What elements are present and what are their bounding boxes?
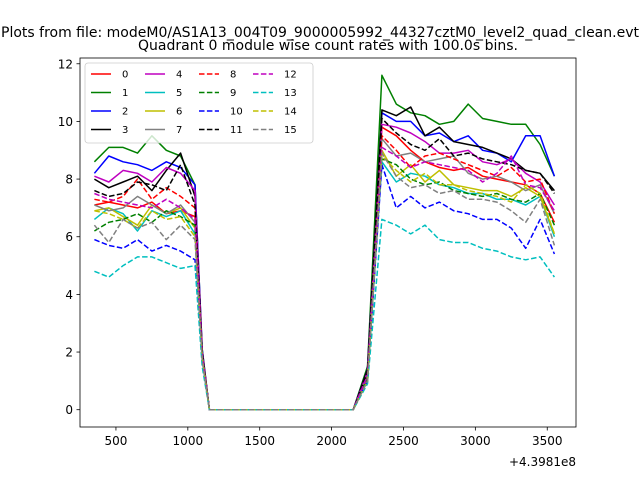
series-line-5 <box>93 161 556 411</box>
legend-label-7: 7 <box>176 125 182 136</box>
legend-label-15: 15 <box>284 125 297 136</box>
series-line-7 <box>94 137 556 411</box>
x-tick-label: 2500 <box>388 434 419 448</box>
legend-label-5: 5 <box>176 88 182 99</box>
series-line-13 <box>94 218 556 411</box>
series-line-14 <box>94 155 556 411</box>
x-tick-label: 1000 <box>173 434 204 448</box>
series-line-9 <box>94 158 556 411</box>
y-tick-label: 0 <box>65 403 73 417</box>
series-line-8 <box>94 135 556 411</box>
legend-label-0: 0 <box>122 70 128 81</box>
y-tick-label: 6 <box>65 230 73 244</box>
legend-label-10: 10 <box>230 107 243 118</box>
legend-box <box>84 62 314 144</box>
legend-label-12: 12 <box>284 70 297 81</box>
legend-label-4: 4 <box>176 70 182 81</box>
x-tick-label: 1500 <box>244 434 275 448</box>
y-tick-label: 8 <box>65 173 73 187</box>
plot-area: 500 1000 1500 2000 2500 3000 35000246810120123… <box>58 57 577 448</box>
series-line-3 <box>94 106 555 411</box>
x-tick-label: 3000 <box>460 434 491 448</box>
series-line-11 <box>94 117 556 411</box>
chart-title: Quadrant 0 module wise count rates with … <box>138 38 518 54</box>
legend-label-14: 14 <box>284 107 297 118</box>
x-tick-label: 500 <box>104 434 127 448</box>
legend-label-13: 13 <box>284 88 297 99</box>
figure-suptitle: Plots from file: modeM0/AS1A13_004T09_90… <box>1 25 639 41</box>
axes-frame <box>79 57 577 428</box>
legend-label-3: 3 <box>122 125 128 136</box>
legend-label-6: 6 <box>176 107 182 118</box>
y-tick-label: 2 <box>65 346 73 360</box>
x-tick-label: 2000 <box>316 434 347 448</box>
series-line-2 <box>93 112 556 411</box>
legend-label-11: 11 <box>230 125 243 136</box>
legend-label-8: 8 <box>230 70 236 81</box>
legend-label-9: 9 <box>230 88 236 99</box>
legend-label-2: 2 <box>122 107 128 118</box>
legend-label-1: 1 <box>122 88 128 99</box>
y-tick-label: 10 <box>58 115 73 129</box>
x-tick-label: 3500 <box>532 434 563 448</box>
y-tick-label: 4 <box>65 288 73 302</box>
y-tick-label: 12 <box>58 57 73 71</box>
series-line-4 <box>94 123 556 411</box>
x-offset-label: +4.3981e8 <box>509 455 576 469</box>
series-line-15 <box>93 152 556 411</box>
series-line-12 <box>94 146 556 411</box>
